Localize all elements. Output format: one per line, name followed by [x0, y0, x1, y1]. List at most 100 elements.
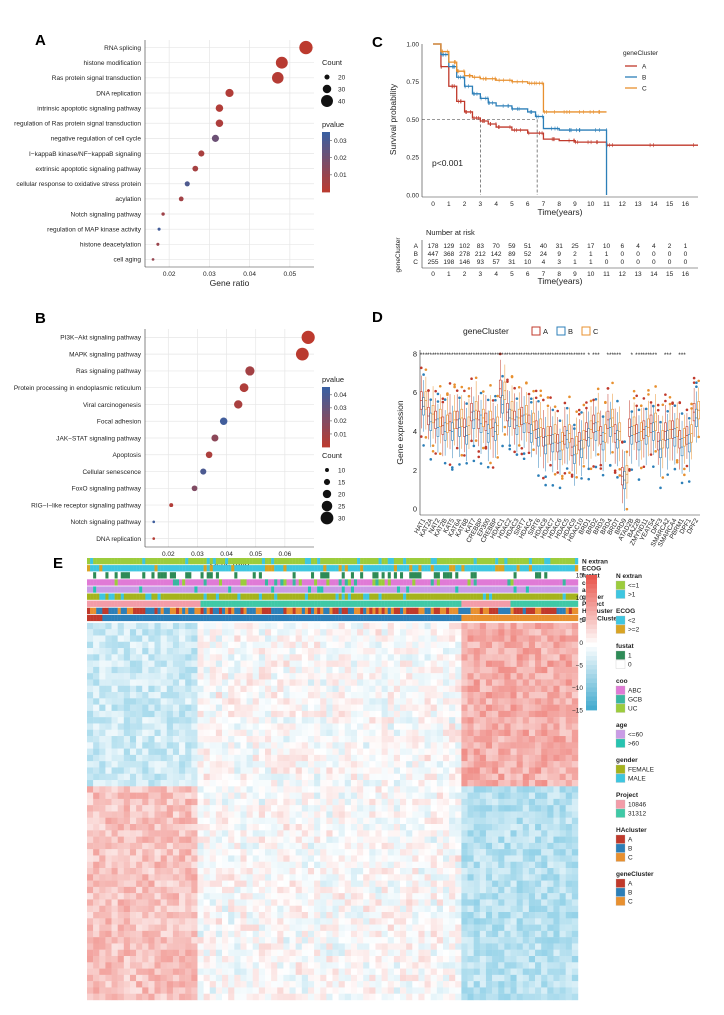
heatmap-cell [142, 660, 149, 668]
heatmap-cell [332, 792, 339, 800]
heatmap-cell [301, 736, 309, 743]
heatmap-cell [436, 805, 444, 812]
annotation-cell [568, 558, 573, 565]
heatmap-cell [442, 754, 450, 762]
heatmap-cell [93, 805, 100, 812]
annotation-cell [455, 558, 459, 565]
heatmap-cell [271, 654, 278, 661]
heatmap-cell [87, 685, 94, 693]
heatmap-cell [479, 786, 487, 793]
heatmap-cell [148, 748, 155, 756]
risk-count: 51 [524, 243, 532, 250]
heatmap-cell [369, 629, 376, 636]
risk-count: 6 [620, 243, 624, 250]
annotation-cell [228, 586, 232, 593]
heatmap-cell [185, 710, 192, 718]
heatmap-cell [485, 673, 493, 680]
heatmap-cell [535, 780, 542, 787]
heatmap-cell [332, 717, 339, 724]
heatmap-cell [142, 629, 149, 636]
outlier-point [656, 403, 660, 407]
outlier-point [577, 408, 581, 412]
heatmap-cell [338, 723, 345, 730]
annotation-cell [129, 586, 134, 593]
heatmap-cell [129, 698, 137, 705]
heatmap-cell [565, 723, 573, 730]
annotation-cell [396, 558, 401, 565]
heatmap-cell [565, 710, 573, 718]
heatmap-cell [541, 660, 548, 668]
annotation-cell [538, 579, 542, 586]
annotation-cell [412, 579, 416, 586]
annotation-cell [117, 558, 121, 565]
outlier-point [438, 452, 442, 455]
heatmap-cell [215, 710, 223, 718]
annotation-cell [449, 614, 453, 622]
annotation-cell [133, 558, 137, 565]
heatmap-cell [222, 786, 229, 793]
heatmap-cell [191, 723, 198, 730]
heatmap-cell [535, 761, 542, 768]
heatmap-cell [504, 673, 511, 680]
heatmap-cell [228, 761, 235, 768]
heatmap-cell [246, 717, 253, 724]
data-point [151, 258, 155, 261]
outlier-point [585, 401, 588, 404]
annotation-cell [255, 586, 260, 593]
heatmap-cell [314, 780, 321, 787]
outlier-point [575, 410, 578, 413]
annotation-cell [93, 600, 97, 607]
heatmap-cell [209, 710, 217, 718]
annotation-cell [574, 572, 579, 579]
pvalue-gradient-segment [322, 174, 330, 178]
annotation-cell [188, 600, 192, 607]
heatmap-cell [203, 786, 210, 793]
annotation-cell [513, 593, 517, 600]
heatmap-cell [571, 622, 579, 630]
pvalue-legend-label: 0.03 [334, 405, 347, 412]
annotation-cell [568, 579, 573, 586]
annotation-cell [139, 558, 143, 565]
annotation-cell [142, 579, 146, 586]
annotation-cell [541, 579, 545, 586]
annotation-cell [378, 586, 382, 593]
heatmap-cell [307, 654, 315, 661]
heatmap-cell [123, 723, 131, 730]
heatmap-cell [258, 673, 266, 680]
annotation-cell [197, 572, 201, 579]
annotation-cell [209, 558, 214, 565]
heatmap-cell [166, 729, 174, 737]
heatmap-cell [320, 622, 327, 630]
heatmap-cell [160, 654, 167, 661]
heatmap-cell [160, 629, 167, 636]
heatmap-cell [258, 786, 266, 793]
annotation-cell [479, 586, 484, 593]
heatmap-cell [277, 729, 284, 737]
annotation-cell [191, 558, 195, 565]
annotation-cell [304, 593, 309, 600]
term-label: MAPK signaling pathway [69, 351, 142, 358]
annotation-cell [375, 614, 379, 622]
heatmap-cell [344, 761, 352, 768]
count-legend-dot [322, 489, 332, 499]
outlier-point [568, 471, 571, 474]
heatmap-cell [246, 748, 253, 756]
x-tick-label: 11 [603, 201, 610, 208]
outlier-point [517, 385, 521, 389]
heatmap-cell [363, 792, 370, 800]
heatmap-cell [344, 780, 352, 787]
annotation-cell [360, 600, 364, 607]
annotation-cell [424, 565, 428, 572]
heatmap-cell [553, 622, 560, 630]
pvalue-legend-label: 0.01 [334, 431, 347, 438]
annotation-cell [304, 558, 309, 565]
heatmap-cell [209, 648, 217, 655]
annotation-cell [175, 593, 180, 600]
heatmap-cell [473, 629, 480, 636]
annotation-cell [335, 572, 339, 579]
heatmap-cell [179, 692, 186, 699]
heatmap-cell [338, 648, 345, 655]
annotation-cell [387, 600, 392, 607]
heatmap-cell [222, 723, 229, 730]
heatmap-cell [522, 773, 530, 781]
